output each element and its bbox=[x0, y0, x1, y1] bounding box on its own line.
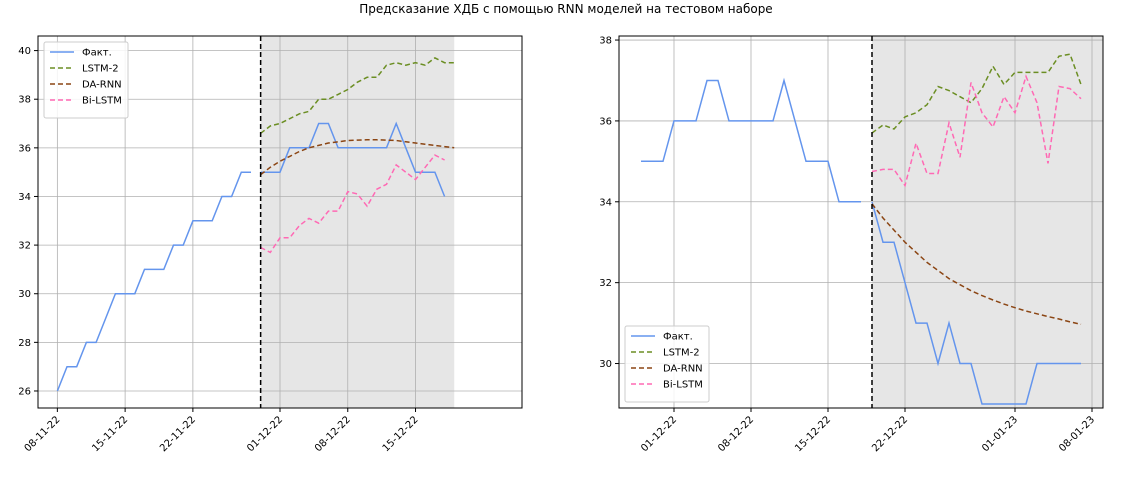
chart1-y-tick-label: 28 bbox=[18, 338, 31, 349]
chart2-x-tick-label: 08-01-23 bbox=[1057, 414, 1097, 454]
chart2-legend-label: Bi-LSTM bbox=[663, 380, 703, 391]
figure-title: Предсказание ХДБ с помощью RNN моделей н… bbox=[359, 2, 773, 16]
chart2-series-line bbox=[641, 77, 861, 203]
chart2-axes-frame bbox=[618, 35, 1104, 409]
chart2-plot: 30 32 34 36 38 01-12-22 08-12-22 15-12-22 22-12-… bbox=[599, 35, 1104, 454]
chart2-legend-label: LSTM-2 bbox=[663, 348, 700, 359]
chart1-y-tick-label: 30 bbox=[18, 289, 31, 300]
chart1-x-tick-label: 22-11-22 bbox=[158, 414, 198, 454]
chart1-x-tick-label: 01-12-22 bbox=[245, 414, 285, 454]
chart2-legend-label: Факт. bbox=[663, 332, 693, 343]
chart2-legend-box bbox=[624, 325, 710, 403]
chart2-series-line bbox=[871, 74, 1082, 188]
chart1-y-tick-label: 34 bbox=[18, 192, 31, 203]
chart2-legend: Факт. LSTM-2 DA-RNN Bi-LSTM bbox=[624, 325, 710, 403]
chart1-series-line bbox=[260, 139, 455, 176]
chart2-x-tick-label: 15-12-22 bbox=[793, 414, 833, 454]
chart2-series-line bbox=[871, 53, 1082, 134]
chart1-plot: 26 28 30 32 34 36 38 40 08-11-22 15-11-22 22-11-22… bbox=[18, 35, 523, 454]
chart1-y-tick-label: 40 bbox=[18, 46, 31, 57]
chart2-x-tick-label: 08-12-22 bbox=[716, 414, 756, 454]
chart1-series-line bbox=[260, 121, 446, 197]
chart1-x-tick-label: 15-11-22 bbox=[90, 414, 130, 454]
chart2-y-tick-label: 32 bbox=[599, 278, 612, 289]
chart1-y-tick-label: 26 bbox=[18, 386, 31, 397]
chart1-series-line bbox=[56, 171, 251, 392]
chart1-y-tick-label: 38 bbox=[18, 95, 31, 106]
chart2-x-tick-label: 22-12-22 bbox=[870, 414, 910, 454]
chart1-y-tick-label: 32 bbox=[18, 241, 31, 252]
chart2-legend-label: DA-RNN bbox=[663, 364, 703, 375]
chart1-legend-box bbox=[43, 41, 129, 119]
chart2-y-tick-label: 30 bbox=[599, 359, 612, 370]
chart2-y-tick-label: 38 bbox=[599, 36, 612, 47]
chart2-forecast-region bbox=[872, 36, 1103, 408]
chart1-legend-label: LSTM-2 bbox=[82, 64, 119, 75]
chart1-series-line bbox=[260, 57, 455, 134]
chart1-series-line bbox=[260, 154, 445, 254]
chart1-x-tick-label: 08-12-22 bbox=[313, 414, 353, 454]
chart1-legend-label: Факт. bbox=[82, 48, 112, 59]
chart2-x-tick-label: 01-01-23 bbox=[980, 414, 1020, 454]
chart1-x-tick-label: 15-12-22 bbox=[381, 414, 421, 454]
chart1-x-tick-label: 08-11-22 bbox=[23, 414, 63, 454]
chart2-series-line bbox=[871, 201, 1081, 405]
chart1-legend-label: DA-RNN bbox=[82, 80, 122, 91]
chart2-y-tick-label: 36 bbox=[599, 116, 612, 127]
chart2-series-line bbox=[871, 203, 1082, 326]
chart1-y-tick-label: 36 bbox=[18, 143, 31, 154]
chart2-x-tick-label: 01-12-22 bbox=[639, 414, 679, 454]
chart1-legend: Факт. LSTM-2 DA-RNN Bi-LSTM bbox=[43, 41, 129, 119]
chart1-forecast-region bbox=[260, 36, 455, 408]
chart1-legend-label: Bi-LSTM bbox=[82, 96, 122, 107]
chart2-y-tick-label: 34 bbox=[599, 197, 612, 208]
